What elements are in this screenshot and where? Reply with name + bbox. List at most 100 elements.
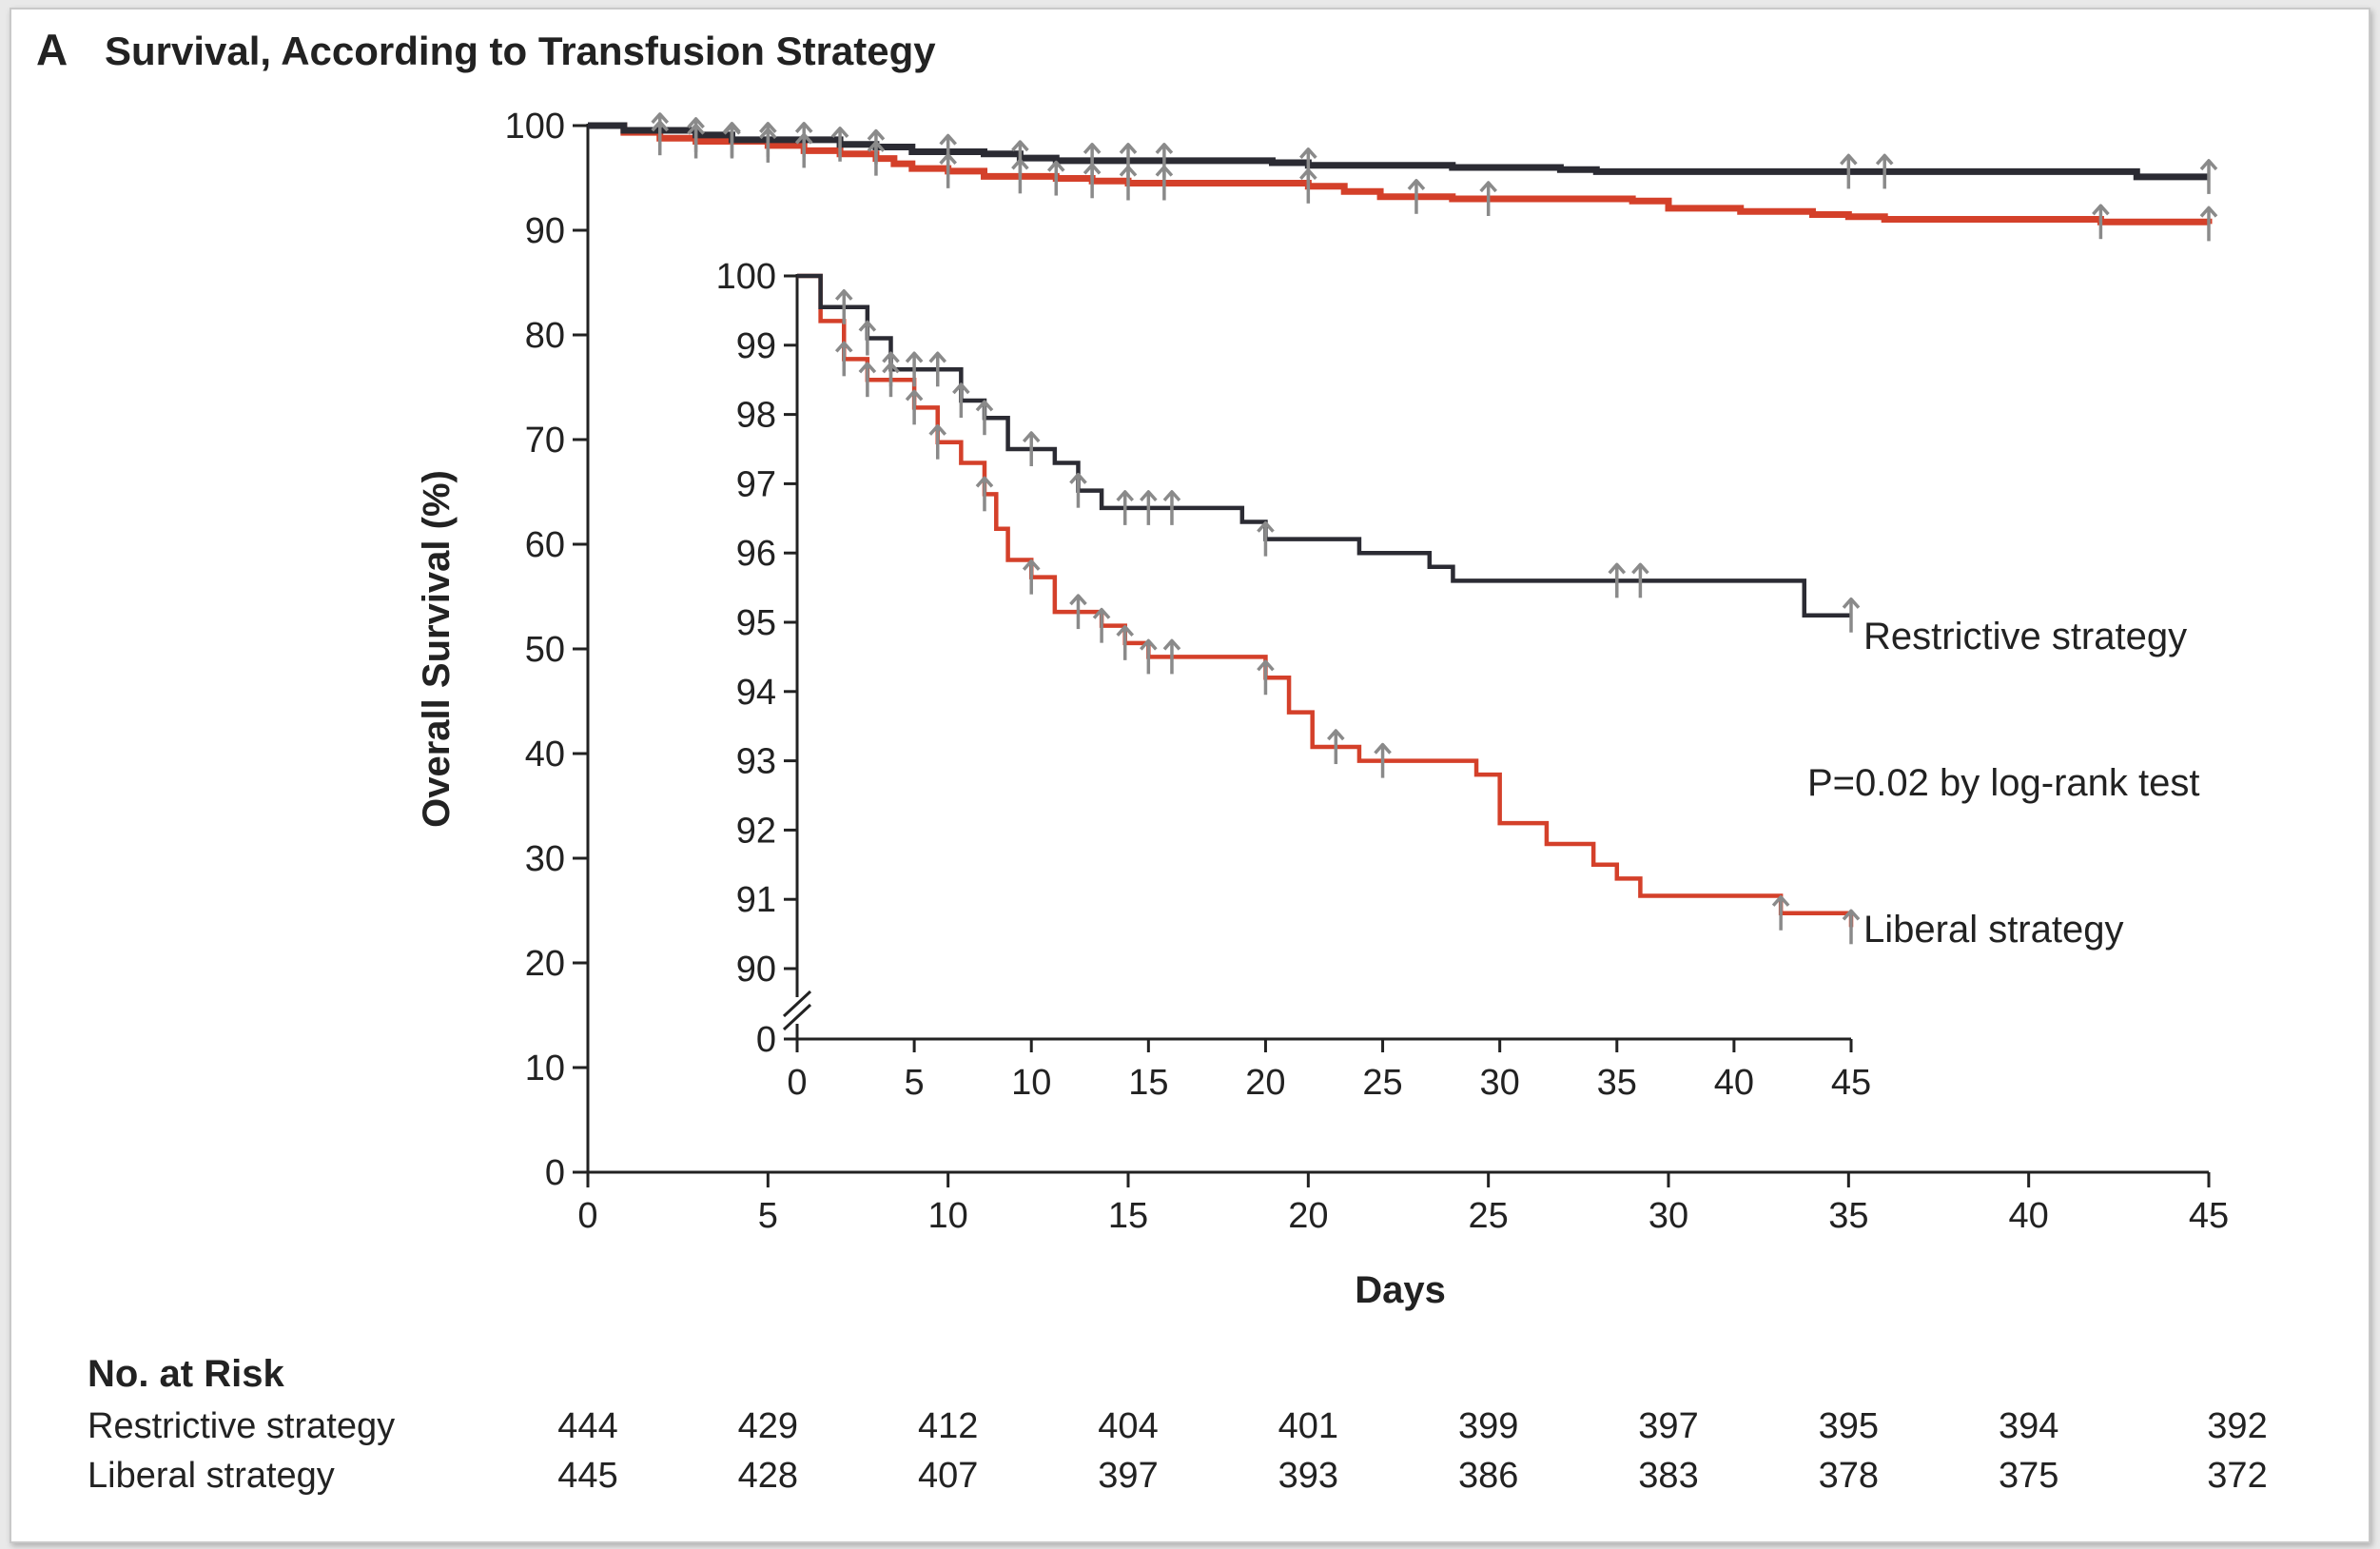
inset-y-tick-label: 97	[736, 464, 776, 504]
censor-arrowhead	[1155, 165, 1174, 177]
panel-letter: A	[36, 25, 68, 74]
censor-arrowhead	[1011, 158, 1029, 170]
inset-censor-mark-restrictive	[1022, 431, 1041, 466]
censor-arrowhead	[1771, 895, 1790, 907]
inset-censor-mark-liberal	[1116, 625, 1135, 660]
censor-arrowhead	[2092, 204, 2110, 216]
main-x-tick-label: 40	[2009, 1196, 2049, 1236]
censor-arrowhead	[882, 351, 900, 363]
x-axis-label: Days	[1355, 1269, 1446, 1311]
censor-arrowhead	[834, 341, 853, 353]
main-censor-mark-liberal	[651, 120, 670, 156]
survival-chart: A Survival, According to Transfusion Str…	[36, 25, 2268, 1496]
inset-x-tick-label: 35	[1597, 1063, 1637, 1103]
liberal-strategy-label: Liberal strategy	[1863, 909, 2123, 951]
inset-censor-mark-liberal	[1771, 895, 1790, 931]
inset-series-line-restrictive	[797, 273, 1851, 618]
risk-cell-restrictive: 401	[1278, 1406, 1338, 1446]
censor-arrowhead	[1327, 729, 1345, 741]
censor-arrowhead	[882, 362, 900, 374]
censor-arrowhead	[1119, 165, 1138, 177]
censor-arrowhead	[2199, 206, 2218, 218]
censor-arrowhead	[1022, 559, 1041, 571]
censor-arrowhead	[975, 476, 994, 488]
censor-arrowhead	[1162, 638, 1181, 651]
censor-arrowhead	[759, 127, 777, 140]
risk-cell-liberal: 375	[1999, 1456, 2058, 1496]
censor-arrowhead	[1046, 160, 1065, 172]
risk-cell-restrictive: 392	[2207, 1406, 2267, 1446]
inset-censor-mark-liberal	[858, 362, 877, 398]
risk-cell-liberal: 397	[1098, 1456, 1158, 1496]
main-x-tick-label: 0	[577, 1196, 597, 1236]
main-y-tick-label: 70	[525, 421, 565, 461]
main-x-tick-label: 15	[1108, 1196, 1148, 1236]
censor-arrowhead	[1162, 490, 1181, 502]
main-censor-mark-liberal	[939, 153, 957, 188]
inset-censor-mark-restrictive	[1162, 490, 1181, 525]
risk-row-label-liberal: Liberal strategy	[88, 1456, 335, 1496]
main-censor-mark-restrictive	[1840, 153, 1858, 189]
censor-arrowhead	[1119, 143, 1138, 155]
censor-arrowhead	[1407, 179, 1426, 190]
risk-cell-liberal: 378	[1819, 1456, 1879, 1496]
main-censor-mark-liberal	[1479, 181, 1497, 216]
inset-censor-mark-liberal	[882, 362, 900, 398]
censor-arrowhead	[1374, 742, 1392, 755]
censor-arrowhead	[1092, 607, 1111, 619]
censor-arrowhead	[834, 289, 853, 301]
figure-panel: A Survival, According to Transfusion Str…	[10, 8, 2370, 1543]
inset-censor-mark-liberal	[1140, 638, 1158, 675]
main-x-tick-label: 30	[1648, 1196, 1688, 1236]
censor-arrowhead	[1069, 594, 1087, 606]
risk-cell-restrictive: 444	[557, 1406, 617, 1446]
censor-arrowhead	[1140, 638, 1158, 651]
risk-cell-liberal: 445	[557, 1456, 617, 1496]
main-y-tick-label: 40	[525, 735, 565, 774]
censor-arrowhead	[1116, 625, 1135, 637]
main-x-tick-label: 20	[1288, 1196, 1328, 1236]
main-y-tick-label: 20	[525, 944, 565, 984]
inset-axis-break-mark	[782, 1003, 812, 1031]
inset-x-tick-label: 15	[1128, 1063, 1168, 1103]
p-value-annotation: P=0.02 by log-rank test	[1807, 762, 2199, 804]
main-censor-mark-liberal	[1299, 168, 1317, 204]
censor-arrowhead	[1257, 659, 1275, 672]
main-censor-mark-liberal	[1083, 163, 1102, 199]
risk-cell-restrictive: 394	[1999, 1406, 2058, 1446]
main-y-tick-label: 90	[525, 211, 565, 251]
main-y-tick-label: 30	[525, 839, 565, 879]
risk-table: No. at Risk Restrictive strategy Liberal…	[88, 1353, 2268, 1496]
risk-cell-restrictive: 429	[738, 1406, 798, 1446]
censor-arrowhead	[905, 389, 924, 402]
main-censor-mark-restrictive	[830, 127, 849, 162]
inset-censor-mark-restrictive	[952, 382, 970, 419]
inset-x-tick-label: 5	[905, 1063, 925, 1103]
censor-arrowhead	[939, 153, 957, 166]
censor-arrowhead	[1140, 490, 1158, 502]
inset-censor-mark-liberal	[905, 389, 924, 425]
inset-censor-mark-restrictive	[905, 351, 924, 387]
inset-censor-mark-liberal	[1092, 607, 1111, 643]
censor-arrowhead	[928, 423, 947, 436]
risk-cell-liberal: 383	[1638, 1456, 1698, 1496]
censor-arrowhead	[1631, 562, 1649, 575]
main-censor-mark-liberal	[1119, 165, 1138, 201]
inset-axes: 100 99 98 97 96 95 94 93 92 91 90 00 5 10 15 20 25 30 35 40…	[716, 257, 1872, 1103]
censor-arrowhead	[1299, 168, 1317, 180]
risk-cell-liberal: 393	[1278, 1456, 1338, 1496]
inset-censor-mark-restrictive	[1842, 597, 1861, 633]
inset-y-tick-label: 98	[736, 396, 776, 436]
inset-y-tick-label: 100	[716, 257, 776, 297]
inset-x-tick-label: 30	[1480, 1063, 1520, 1103]
inset-censor-mark-liberal	[1162, 638, 1181, 675]
risk-row-label-restrictive: Restrictive strategy	[88, 1406, 395, 1446]
inset-y-tick-label: 90	[736, 950, 776, 990]
main-y-tick-label: 10	[525, 1049, 565, 1088]
inset-series-line-liberal	[797, 273, 1854, 928]
inset-y-tick-label: 0	[756, 1020, 776, 1060]
y-axis-label: Overall Survival (%)	[416, 470, 458, 828]
censor-arrowhead	[1257, 520, 1275, 533]
main-censor-mark-liberal	[1011, 158, 1029, 194]
